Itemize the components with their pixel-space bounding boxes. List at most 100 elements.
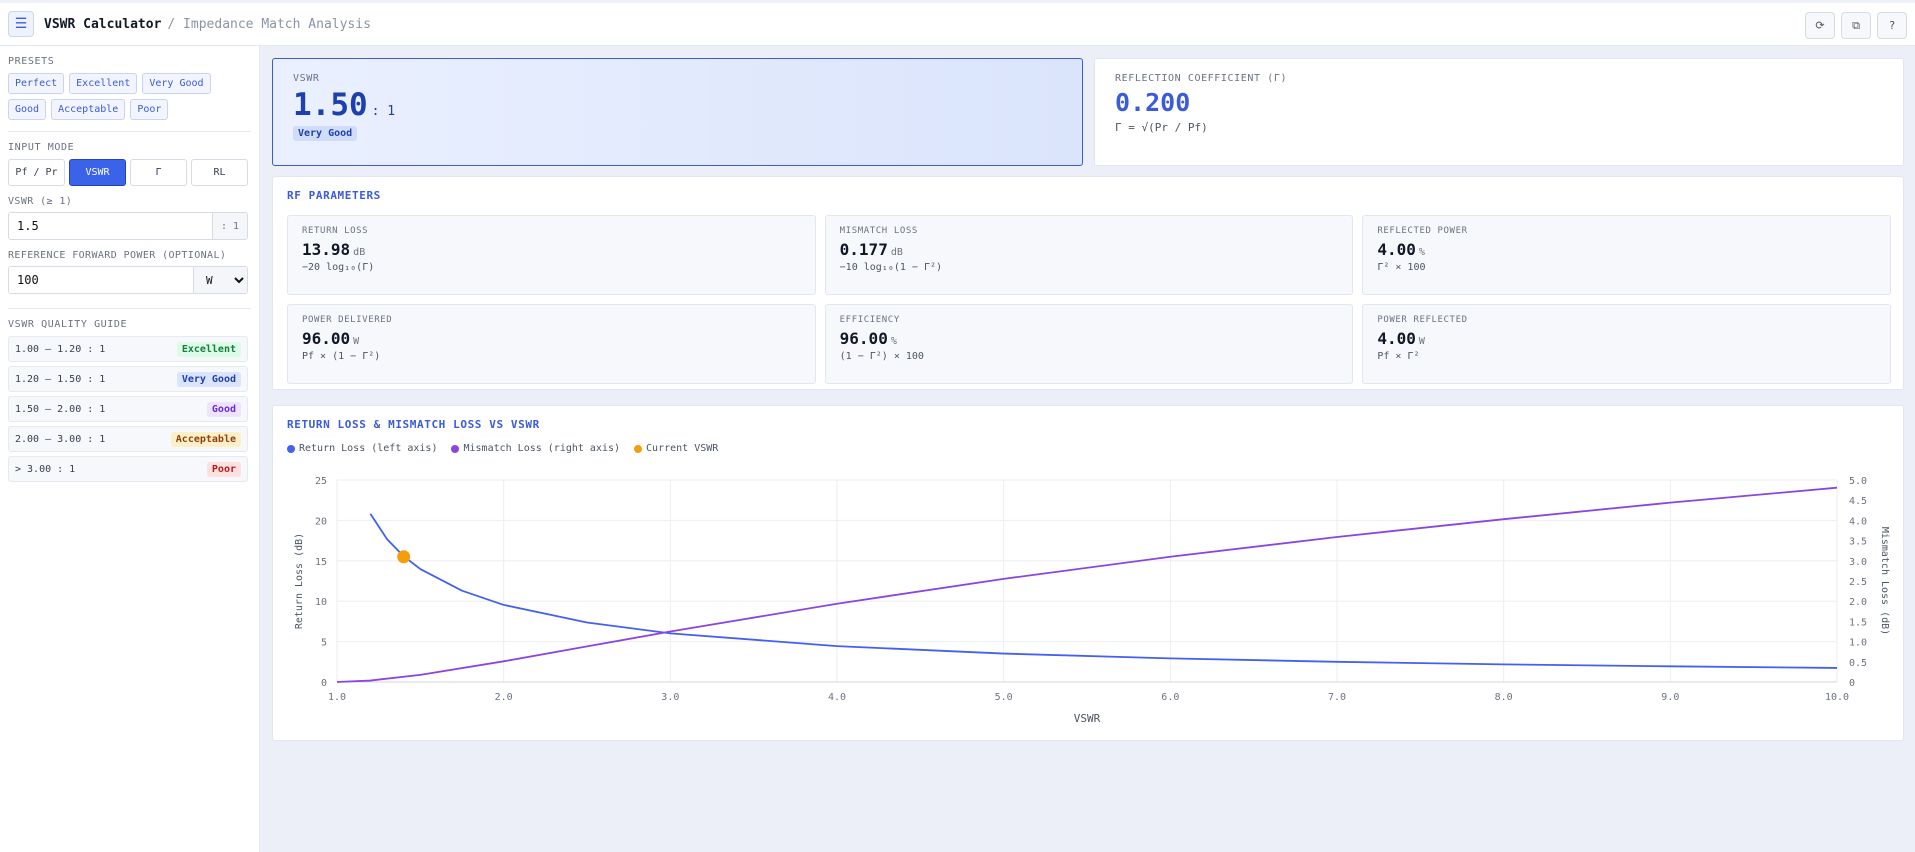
ref-power-input[interactable] <box>9 267 193 293</box>
rf-param-formula: −10 log₁₀(1 − Γ²) <box>839 262 943 273</box>
y2-axis-label: Mismatch Loss (dB) <box>1879 527 1890 635</box>
rf-param-label: REFLECTED POWER <box>1377 226 1468 236</box>
refl-value: 0.200 <box>1115 88 1191 117</box>
x-axis-label: VSWR <box>1074 712 1101 725</box>
y2-tick-label: 4.0 <box>1849 516 1867 527</box>
rf-param-formula: (1 − Γ²) × 100 <box>839 351 924 362</box>
mode-gamma-button[interactable]: Γ <box>130 159 187 186</box>
mismatch-loss-series-line <box>336 486 1838 683</box>
app-subtitle: / Impedance Match Analysis <box>167 16 371 32</box>
refresh-icon[interactable]: ⟳ <box>1805 12 1835 39</box>
legend-dot <box>451 444 460 453</box>
preset-good-button[interactable]: Good <box>8 99 47 120</box>
guide-quality-badge: Acceptable <box>170 431 241 447</box>
guide-quality-badge: Poor <box>206 461 241 477</box>
rf-param-cell: MISMATCH LOSS 0.177 dB −10 log₁₀(1 − Γ²) <box>824 215 1354 295</box>
guide-quality-badge: Excellent <box>176 341 241 357</box>
rf-param-formula: −20 log₁₀(Γ) <box>302 262 375 273</box>
top-actions: ⟳ ⧉ ? <box>1805 12 1907 39</box>
rf-param-cell: POWER DELIVERED 96.00 W Pf × (1 − Γ²) <box>287 304 816 384</box>
rf-param-unit: W <box>1418 336 1425 347</box>
y2-tick-label: 2.5 <box>1849 577 1867 588</box>
mode-pf-pr-button[interactable]: Pf / Pr <box>8 159 65 186</box>
y2-tick-label: 3.5 <box>1849 537 1867 548</box>
vswr-quality-badge: Very Good <box>293 126 358 141</box>
legend-label: Current VSWR <box>646 443 719 454</box>
rf-param-cell: POWER REFLECTED 4.00 W Pf × Γ² <box>1362 304 1891 384</box>
reflection-coefficient-card: REFLECTION COEFFICIENT (Γ) 0.200 Γ = √(P… <box>1094 58 1904 166</box>
rf-param-value: 4.00 <box>1377 329 1416 348</box>
refl-formula: Γ = √(Pr / Pf) <box>1115 121 1208 134</box>
rf-param-value: 4.00 <box>1377 240 1416 259</box>
legend-label: Return Loss (left axis) <box>299 443 438 454</box>
y-tick-label: 25 <box>315 476 327 487</box>
legend-dot <box>287 444 295 453</box>
vswr-value: 1.50 <box>293 87 368 123</box>
preset-excellent-button[interactable]: Excellent <box>69 73 138 94</box>
y2-tick-label: 2.0 <box>1849 597 1867 608</box>
rf-param-formula: Γ² × 100 <box>1377 262 1426 273</box>
legend-mismatch-loss: Mismatch Loss (right axis) <box>451 443 620 454</box>
rf-param-value: 13.98 <box>302 240 351 259</box>
vswr-field-label: VSWR (≥ 1) <box>8 196 73 207</box>
x-tick-label: 4.0 <box>828 692 846 703</box>
current-vswr-marker <box>397 550 411 564</box>
rf-param-label: MISMATCH LOSS <box>839 226 918 236</box>
rf-grid: RETURN LOSS 13.98 dB −20 log₁₀(Γ) MISMATCH L… <box>287 215 1891 384</box>
guide-quality-badge: Very Good <box>176 371 241 387</box>
x-tick-label: 5.0 <box>995 692 1013 703</box>
rf-param-value: 96.00 <box>302 329 351 348</box>
x-tick-label: 7.0 <box>1328 692 1346 703</box>
y2-tick-label: 0 <box>1849 678 1855 689</box>
x-tick-label: 10.0 <box>1825 692 1849 703</box>
guide-range: > 3.00 : 1 <box>15 463 76 475</box>
rf-param-label: POWER DELIVERED <box>302 315 393 325</box>
presets-label: PRESETS <box>8 56 55 67</box>
rf-param-label: EFFICIENCY <box>839 315 900 325</box>
guide-label: VSWR QUALITY GUIDE <box>8 319 128 330</box>
vswr-unit: : 1 <box>371 104 396 119</box>
guide-row: 1.00 – 1.20 : 1 Excellent <box>8 336 248 362</box>
ref-power-input-group: W <box>8 266 248 294</box>
copy-icon[interactable]: ⧉ <box>1841 12 1871 39</box>
y2-tick-label: 1.0 <box>1849 638 1867 649</box>
legend-label: Mismatch Loss (right axis) <box>463 443 621 454</box>
power-unit-select[interactable]: W <box>193 267 247 293</box>
guide-range: 1.20 – 1.50 : 1 <box>15 373 106 385</box>
preset-perfect-button[interactable]: Perfect <box>8 73 65 94</box>
chart-card: RETURN LOSS & MISMATCH LOSS VS VSWR Retu… <box>272 405 1904 741</box>
help-icon[interactable]: ? <box>1877 12 1907 39</box>
rf-parameters-card: RF PARAMETERS RETURN LOSS 13.98 dB −20 log₁… <box>272 176 1904 390</box>
guide-range: 2.00 – 3.00 : 1 <box>15 433 106 445</box>
guide-range: 1.00 – 1.20 : 1 <box>15 343 106 355</box>
guide-row: 1.20 – 1.50 : 1 Very Good <box>8 366 248 392</box>
y-tick-label: 0 <box>321 678 327 689</box>
x-tick-label: 1.0 <box>328 692 346 703</box>
vswr-input-group: : 1 <box>8 212 248 240</box>
rf-param-formula: Pf × Γ² <box>1377 351 1420 362</box>
ref-power-label: REFERENCE FORWARD POWER (OPTIONAL) <box>8 250 227 261</box>
menu-icon[interactable]: ☰ <box>8 11 34 37</box>
rf-param-unit: dB <box>353 247 366 258</box>
guide-range: 1.50 – 2.00 : 1 <box>15 403 106 415</box>
rf-param-label: RETURN LOSS <box>302 226 369 236</box>
mode-vswr-button[interactable]: VSWR <box>69 159 126 186</box>
quality-guide: 1.00 – 1.20 : 1 Excellent 1.20 – 1.50 : 1 V… <box>8 336 251 482</box>
legend-return-loss: Return Loss (left axis) <box>287 443 437 454</box>
y-tick-label: 15 <box>315 557 327 568</box>
presets-list: Perfect Excellent Very Good Good Accepta… <box>8 73 248 120</box>
input-mode-selector: Pf / Pr VSWR Γ RL <box>8 159 248 186</box>
chart-svg: 1.0 2.0 3.0 4.0 5.0 6.0 7.0 8.0 9.0 10.0051015202… <box>294 476 1890 725</box>
preset-very-good-button[interactable]: Very Good <box>142 73 211 94</box>
rf-param-value: 0.177 <box>839 240 888 259</box>
top-bar: ☰ VSWR Calculator / Impedance Match Anal… <box>0 0 1915 46</box>
vswr-card-label: VSWR <box>293 73 320 84</box>
preset-acceptable-button[interactable]: Acceptable <box>51 99 126 120</box>
y2-tick-label: 3.0 <box>1849 557 1867 568</box>
mode-rl-button[interactable]: RL <box>191 159 248 186</box>
preset-poor-button[interactable]: Poor <box>130 99 169 120</box>
x-tick-label: 2.0 <box>495 692 513 703</box>
y2-tick-label: 4.5 <box>1849 496 1867 507</box>
vswr-input[interactable] <box>9 213 212 239</box>
rf-param-label: POWER REFLECTED <box>1377 315 1468 325</box>
